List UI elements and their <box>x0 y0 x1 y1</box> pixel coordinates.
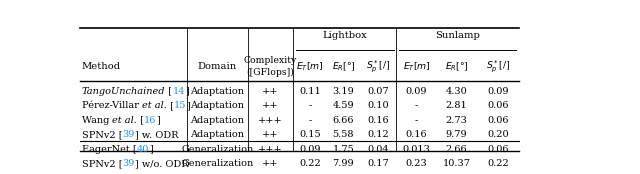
Text: 0.16: 0.16 <box>406 130 427 139</box>
Text: 10.37: 10.37 <box>442 159 470 168</box>
Text: -: - <box>415 101 418 110</box>
Text: 6.66: 6.66 <box>333 116 354 125</box>
Text: Wang: Wang <box>82 116 113 125</box>
Text: 0.22: 0.22 <box>299 159 321 168</box>
Text: +++: +++ <box>258 145 283 154</box>
Text: 0.17: 0.17 <box>367 159 389 168</box>
Text: 4.30: 4.30 <box>445 87 467 96</box>
Text: ]: ] <box>157 116 161 125</box>
Text: 14: 14 <box>172 87 185 96</box>
Text: Adaptation: Adaptation <box>190 130 244 139</box>
Text: 0.14: 0.14 <box>486 173 509 174</box>
Text: Generalization: Generalization <box>181 145 253 154</box>
Text: ++: ++ <box>262 159 278 168</box>
Text: 4.32: 4.32 <box>332 173 355 174</box>
Text: 0.09: 0.09 <box>298 173 322 174</box>
Text: Domain: Domain <box>198 62 237 71</box>
Text: ++ (6.3): ++ (6.3) <box>248 173 293 174</box>
Text: Generalization: Generalization <box>181 159 253 168</box>
Text: Pérez-Villar: Pérez-Villar <box>82 101 142 110</box>
Text: ++: ++ <box>262 130 278 139</box>
Text: $E_T[m]$: $E_T[m]$ <box>296 60 324 73</box>
Text: 0.013: 0.013 <box>403 145 430 154</box>
Text: 6.94: 6.94 <box>445 173 468 174</box>
Text: et al.: et al. <box>113 116 138 125</box>
Text: 0.09: 0.09 <box>367 173 390 174</box>
Text: ]: ] <box>185 87 189 96</box>
Text: 0.12: 0.12 <box>367 130 389 139</box>
Text: 1.75: 1.75 <box>333 145 355 154</box>
Text: ++: ++ <box>262 87 278 96</box>
Text: 40: 40 <box>136 145 149 154</box>
Text: EagerNet [: EagerNet [ <box>82 145 136 154</box>
Text: 7.99: 7.99 <box>333 159 354 168</box>
Text: 2.73: 2.73 <box>445 116 467 125</box>
Text: 0.06: 0.06 <box>487 101 509 110</box>
Text: $E_R$[°]: $E_R$[°] <box>445 60 468 73</box>
Text: 0.15: 0.15 <box>299 130 321 139</box>
Text: 0.06: 0.06 <box>487 145 509 154</box>
Text: Generalization: Generalization <box>177 173 257 174</box>
Text: 0.09: 0.09 <box>299 145 321 154</box>
Text: [: [ <box>166 87 172 96</box>
Text: -: - <box>308 101 312 110</box>
Text: 9.79: 9.79 <box>445 130 467 139</box>
Text: 0.10: 0.10 <box>367 101 389 110</box>
Text: [: [ <box>138 116 144 125</box>
Text: 2.66: 2.66 <box>445 145 467 154</box>
Text: ]: ] <box>186 101 190 110</box>
Text: 0.09: 0.09 <box>487 87 509 96</box>
Text: Method: Method <box>82 62 121 71</box>
Text: SPNv2 [: SPNv2 [ <box>82 130 122 139</box>
Text: 15: 15 <box>173 101 186 110</box>
Text: 0.16: 0.16 <box>367 116 389 125</box>
Text: 39: 39 <box>122 130 135 139</box>
Text: ]: ] <box>149 145 153 154</box>
Text: Lightbox: Lightbox <box>323 31 367 40</box>
Text: $S^*_p$[/]: $S^*_p$[/] <box>366 59 390 74</box>
Text: ] w/o. ODR: ] w/o. ODR <box>135 159 189 168</box>
Text: Adaptation: Adaptation <box>190 101 244 110</box>
Text: 0.07: 0.07 <box>367 87 389 96</box>
Text: 2.81: 2.81 <box>445 101 467 110</box>
Text: $E_T[m]$: $E_T[m]$ <box>403 60 430 73</box>
Text: 0.11: 0.11 <box>299 87 321 96</box>
Text: 0.04: 0.04 <box>367 145 389 154</box>
Text: ] w. ODR: ] w. ODR <box>135 130 179 139</box>
Text: 39: 39 <box>122 159 135 168</box>
Text: $S^*_p$[/]: $S^*_p$[/] <box>486 59 510 74</box>
Text: 16: 16 <box>144 116 157 125</box>
Text: Adaptation: Adaptation <box>190 87 244 96</box>
Text: 0.09: 0.09 <box>406 87 427 96</box>
Text: 0.22: 0.22 <box>487 159 509 168</box>
Text: Ours: Ours <box>82 173 108 174</box>
Text: Complexity
([GFlops]): Complexity ([GFlops]) <box>244 56 297 77</box>
Text: -: - <box>308 116 312 125</box>
Text: et al.: et al. <box>142 101 167 110</box>
Text: 3.19: 3.19 <box>333 87 355 96</box>
Text: 4.59: 4.59 <box>333 101 354 110</box>
Text: ++: ++ <box>262 101 278 110</box>
Text: -: - <box>415 116 418 125</box>
Text: Adaptation: Adaptation <box>190 116 244 125</box>
Text: 0.14: 0.14 <box>404 173 428 174</box>
Text: Sunlamp: Sunlamp <box>435 31 480 40</box>
Text: 0.23: 0.23 <box>405 159 427 168</box>
Text: 5.58: 5.58 <box>333 130 354 139</box>
Text: SPNv2 [: SPNv2 [ <box>82 159 122 168</box>
Text: 0.20: 0.20 <box>487 130 509 139</box>
Text: $E_R$[°]: $E_R$[°] <box>332 60 355 73</box>
Text: (HRNet): (HRNet) <box>108 173 153 174</box>
Text: 0.06: 0.06 <box>487 116 509 125</box>
Text: [: [ <box>167 101 173 110</box>
Text: +++: +++ <box>258 116 283 125</box>
Text: TangoUnchained: TangoUnchained <box>82 87 166 96</box>
